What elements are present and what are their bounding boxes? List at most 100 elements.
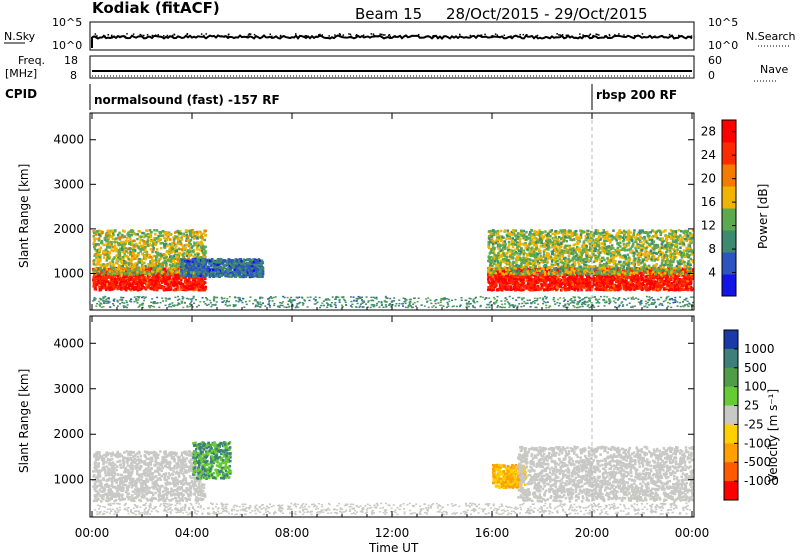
echo-cell	[144, 267, 147, 271]
echo-cell	[611, 288, 614, 292]
echo-cell	[185, 286, 188, 289]
echo-cell	[211, 273, 214, 276]
echo-cell	[588, 284, 592, 287]
echo-cell	[137, 252, 140, 255]
echo-cell	[242, 267, 246, 271]
echo-cell	[108, 232, 111, 235]
echo-cell	[605, 288, 608, 292]
echo-cell	[686, 283, 690, 287]
freq-tick-bottom: 8	[70, 69, 77, 82]
echo-cell	[193, 274, 196, 278]
nsearch-tick-top: 10^5	[708, 16, 738, 29]
echo-cell	[94, 263, 98, 267]
echo-cell	[199, 245, 203, 249]
nsearch-tick-bottom: 10^0	[708, 39, 738, 52]
echo-cell	[99, 280, 102, 284]
echo-cell	[602, 288, 606, 292]
echo-cell	[135, 288, 138, 291]
echo-cell	[145, 282, 149, 285]
echo-cell	[602, 274, 605, 278]
echo-cell	[198, 268, 202, 271]
echo-cell	[152, 246, 155, 250]
echo-cell	[237, 266, 240, 269]
echo-cell	[636, 272, 639, 276]
echo-cell	[670, 277, 673, 280]
echo-cell	[105, 243, 108, 246]
echo-cell	[99, 246, 102, 250]
echo-cell	[150, 282, 154, 286]
echo-cell	[139, 271, 142, 274]
echo-cell	[129, 265, 132, 269]
echo-cell	[132, 232, 136, 235]
echo-cell	[641, 276, 644, 279]
echo-cell	[184, 247, 187, 250]
echo-cell	[199, 272, 203, 275]
echo-cell	[522, 267, 525, 271]
echo-cell	[103, 237, 106, 240]
echo-cell	[196, 236, 199, 240]
echo-cell	[209, 270, 212, 274]
echo-cell	[202, 271, 206, 274]
echo-cell	[124, 273, 127, 276]
echo-cell	[149, 248, 153, 251]
nsky-point	[94, 33, 97, 35]
echo-cell	[133, 277, 137, 281]
echo-cell	[144, 257, 147, 261]
echo-cell	[181, 267, 185, 271]
echo-cell	[116, 279, 119, 282]
echo-cell	[109, 264, 112, 267]
echo-cell	[119, 255, 122, 259]
echo-cell	[668, 278, 671, 281]
echo-cell	[128, 235, 132, 238]
echo-cell	[142, 268, 145, 271]
echo-cell	[110, 241, 113, 244]
nsky-label: N.Sky	[4, 30, 36, 43]
echo-cell	[175, 236, 179, 240]
echo-cell	[119, 260, 122, 263]
echo-cell	[183, 234, 187, 238]
echo-cell	[189, 247, 192, 251]
echo-cell	[244, 258, 248, 262]
echo-cell	[166, 268, 170, 272]
echo-cell	[183, 285, 186, 288]
nsky-point	[432, 35, 434, 37]
echo-cell	[644, 279, 648, 282]
echo-cell	[209, 261, 212, 264]
echo-cell	[188, 262, 191, 265]
echo-cell	[107, 257, 111, 260]
echo-cell	[149, 232, 153, 235]
echo-cell	[124, 279, 127, 282]
echo-cell	[150, 230, 153, 234]
echo-cell	[251, 265, 254, 268]
nsky-point	[146, 34, 149, 36]
echo-cell	[178, 233, 181, 236]
echo-cell	[121, 266, 124, 269]
echo-cell	[567, 288, 571, 291]
nsky-point	[124, 35, 127, 38]
echo-cell	[498, 280, 502, 284]
echo-cell	[181, 244, 184, 248]
echo-cell	[174, 261, 178, 265]
echo-cell	[94, 282, 98, 285]
echo-cell	[161, 261, 165, 264]
echo-cell	[223, 271, 226, 275]
echo-cell	[131, 282, 134, 285]
echo-cell	[99, 266, 102, 269]
echo-cell	[126, 247, 129, 251]
echo-cell	[544, 281, 547, 284]
echo-cell	[175, 245, 178, 248]
echo-cell	[193, 231, 196, 234]
echo-cell	[138, 230, 142, 233]
echo-cell	[235, 263, 238, 267]
nsky-tick-top: 10^5	[52, 16, 82, 29]
echo-cell	[177, 247, 181, 250]
echo-cell	[142, 240, 145, 243]
echo-cell	[92, 283, 96, 287]
echo-cell	[665, 276, 669, 279]
echo-cell	[166, 281, 169, 284]
echo-cell	[203, 253, 206, 257]
echo-cell	[140, 278, 144, 282]
echo-cell	[101, 277, 104, 281]
echo-cell	[169, 273, 172, 277]
echo-cell	[150, 273, 154, 276]
